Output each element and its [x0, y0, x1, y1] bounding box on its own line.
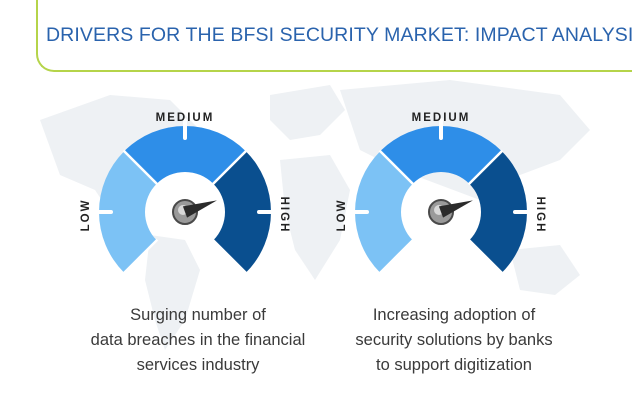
driver-caption-2: Increasing adoption of security solution…: [309, 303, 599, 378]
scale-label-low: LOW: [336, 199, 348, 232]
title-frame: [36, 0, 632, 72]
caption-line: security solutions by banks: [355, 331, 553, 349]
gauge-segment-high: [469, 151, 527, 273]
gauge-separator: [467, 238, 504, 275]
gauge-segment-low: [355, 151, 413, 273]
gauge-segment-high: [213, 151, 271, 273]
scale-label-medium: MEDIUM: [156, 112, 215, 124]
gauge-separator: [122, 149, 159, 186]
gauge-separator: [378, 149, 415, 186]
gauge-segment-low: [99, 151, 157, 273]
scale-label-low: LOW: [80, 199, 92, 232]
gauge-needle: [438, 200, 473, 218]
caption-line: data breaches in the financial: [90, 331, 306, 349]
gauge-segment-medium: [124, 126, 246, 184]
gauge-separator: [467, 149, 504, 186]
gauge-separator: [211, 238, 248, 275]
gauge-segment-medium: [380, 126, 502, 184]
page-title: DRIVERS FOR THE BFSI SECURITY MARKET: IM…: [46, 24, 632, 46]
scale-label-medium: MEDIUM: [412, 112, 471, 124]
scale-label-high: HIGH: [534, 197, 546, 234]
scale-label-high: HIGH: [278, 197, 290, 234]
caption-line: Increasing adoption of: [372, 306, 536, 324]
gauge-separator: [122, 238, 159, 275]
gauge-svg: MEDIUM LOW HIGH: [336, 112, 546, 275]
driver-caption-1: Surging number of data breaches in the f…: [53, 303, 343, 378]
gauge-separator: [378, 238, 415, 275]
gauge-svg: MEDIUM LOW HIGH: [80, 112, 290, 275]
caption-line: services industry: [136, 356, 260, 374]
gauge-needle: [182, 200, 217, 218]
caption-line: to support digitization: [376, 356, 532, 374]
impact-gauge-2: MEDIUM LOW HIGH: [334, 112, 574, 302]
impact-gauge-1: MEDIUM LOW HIGH: [78, 112, 318, 302]
gauge-separator: [211, 149, 248, 186]
caption-line: Surging number of: [130, 306, 266, 324]
